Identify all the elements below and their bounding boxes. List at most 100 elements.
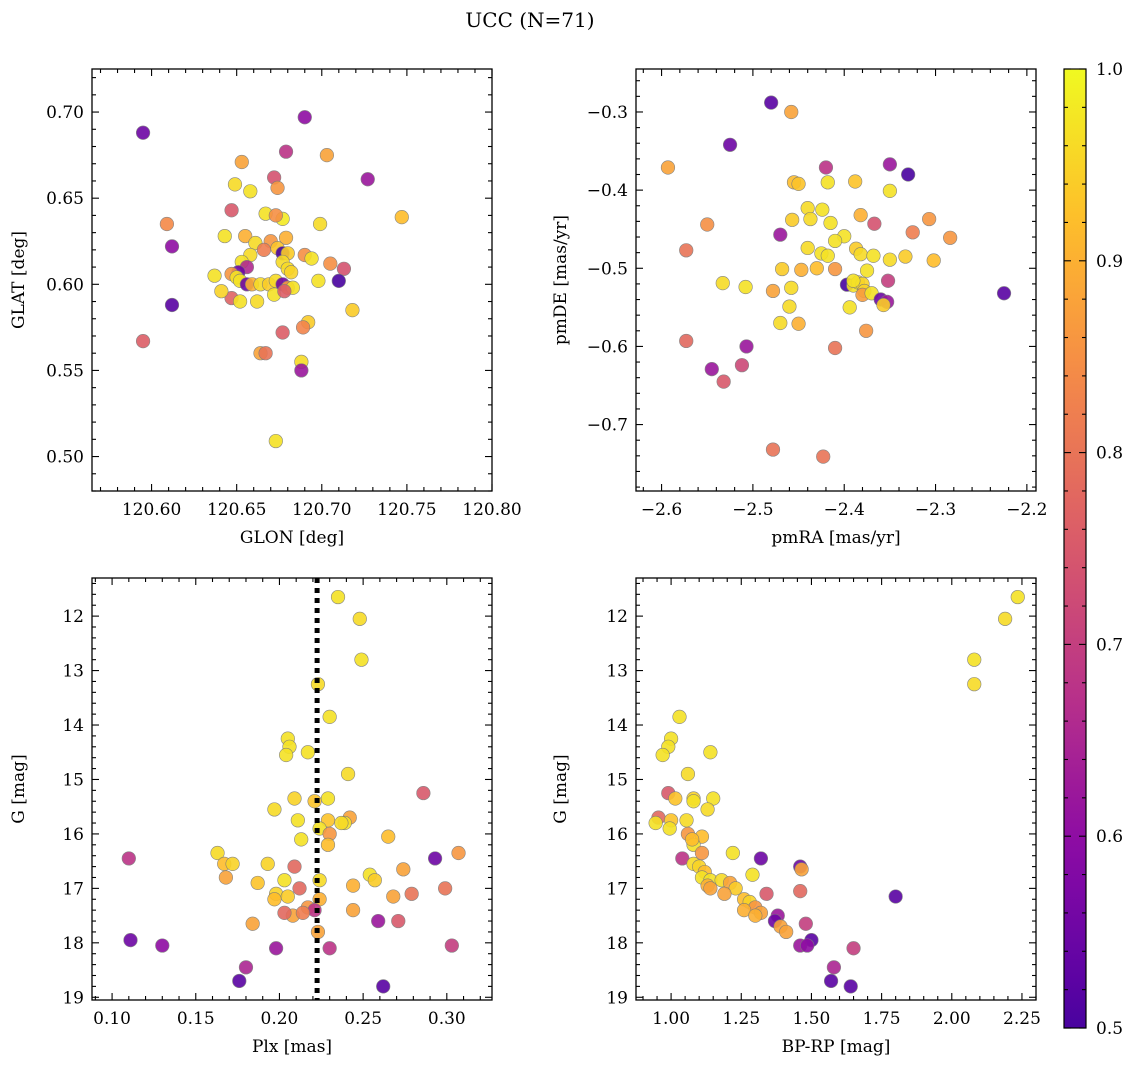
- data-point: [438, 881, 453, 896]
- colorbar-gradient: [1063, 68, 1087, 1029]
- data-point: [287, 791, 302, 806]
- data-point: [880, 273, 896, 288]
- data-point: [765, 283, 781, 299]
- data-point: [901, 167, 916, 182]
- data-point: [135, 125, 151, 140]
- data-point: [818, 160, 834, 175]
- data-point: [717, 886, 732, 901]
- data-point: [827, 233, 843, 249]
- y-tick-label: 19: [62, 988, 84, 1008]
- data-point: [396, 862, 411, 877]
- data-point: [779, 924, 794, 940]
- data-point: [297, 110, 312, 125]
- data-point: [336, 261, 352, 276]
- data-point: [794, 262, 809, 277]
- data-point: [816, 449, 831, 464]
- y-tick-label: 17: [606, 879, 628, 899]
- x-tick-label: 2.25: [1003, 1009, 1041, 1029]
- data-point: [331, 273, 346, 288]
- data-point: [700, 802, 715, 817]
- data-point: [725, 845, 740, 861]
- data-point: [360, 172, 375, 187]
- data-point: [121, 851, 136, 866]
- y-axis-label: pmDE [mas/yr]: [551, 215, 571, 345]
- data-point: [278, 144, 294, 159]
- points-cmd: [648, 589, 1025, 994]
- data-point: [668, 791, 683, 806]
- data-point: [848, 174, 863, 189]
- data-point: [381, 829, 396, 844]
- data-point: [798, 916, 813, 931]
- data-point: [427, 851, 443, 866]
- data-point: [679, 243, 694, 258]
- data-point: [827, 340, 843, 356]
- data-point: [164, 297, 180, 313]
- data-point: [775, 261, 790, 277]
- data-point: [859, 263, 875, 278]
- x-tick-label: 1.75: [863, 1009, 901, 1029]
- data-point: [888, 889, 903, 904]
- data-point: [996, 286, 1012, 301]
- data-point: [267, 802, 282, 817]
- data-point: [876, 297, 891, 313]
- colorbar-tick-label: 0.9: [1096, 252, 1123, 272]
- data-point: [882, 157, 897, 172]
- y-tick-label: 13: [606, 662, 628, 682]
- x-axis-label: Plx [mas]: [252, 1037, 332, 1057]
- data-point: [782, 299, 797, 314]
- data-point: [700, 217, 715, 232]
- data-point: [322, 941, 337, 956]
- x-tick-label: 0.15: [177, 1009, 215, 1029]
- data-point: [655, 747, 670, 763]
- data-point: [685, 832, 700, 847]
- data-point: [311, 273, 326, 288]
- data-point: [803, 211, 818, 227]
- data-point: [679, 333, 694, 349]
- data-point: [295, 905, 310, 920]
- data-point: [686, 794, 701, 809]
- data-point: [827, 261, 843, 277]
- data-point: [232, 973, 247, 989]
- data-point: [135, 334, 151, 349]
- data-point: [322, 709, 337, 724]
- data-point: [290, 813, 305, 828]
- x-tick-label: 0.10: [93, 1009, 131, 1029]
- data-point: [866, 248, 881, 263]
- data-point: [967, 677, 982, 692]
- data-point: [155, 938, 170, 953]
- y-tick-label: 18: [62, 934, 84, 954]
- colorbar: 0.5 0.6 0.7 0.8 0.9 1.0: [1063, 60, 1123, 1039]
- y-tick-label: 12: [606, 607, 628, 627]
- y-tick-label: −0.5: [587, 259, 628, 279]
- data-point: [243, 184, 258, 199]
- data-point: [898, 249, 913, 264]
- data-point: [809, 261, 824, 276]
- data-point: [352, 611, 367, 626]
- data-point: [304, 251, 319, 266]
- data-point: [715, 276, 730, 291]
- data-point: [227, 177, 243, 192]
- x-tick-label: 120.70: [292, 500, 351, 520]
- data-point: [256, 242, 272, 257]
- data-point: [704, 361, 719, 377]
- y-tick-label: 16: [606, 825, 628, 845]
- data-point: [225, 856, 240, 871]
- data-point: [245, 916, 260, 931]
- data-point: [843, 979, 858, 994]
- data-point: [376, 979, 391, 994]
- data-point: [1010, 589, 1025, 605]
- data-point: [295, 320, 311, 335]
- data-point: [312, 216, 328, 232]
- x-tick-label: −2.3: [915, 500, 956, 520]
- panel-cmd: 1.00 1.25 1.50 1.75 2.00 2.25 12 13 14 15 16 17 18 19…: [551, 577, 1041, 1057]
- data-point: [210, 845, 225, 861]
- y-axis-label: GLAT [deg]: [9, 231, 29, 329]
- y-tick-label: 0.60: [46, 275, 84, 295]
- data-point: [345, 303, 360, 318]
- data-point: [823, 215, 838, 231]
- data-point: [882, 183, 897, 199]
- x-axis-label: GLON [deg]: [240, 528, 344, 548]
- data-point: [287, 859, 302, 874]
- data-point: [905, 225, 920, 240]
- data-point: [391, 913, 406, 929]
